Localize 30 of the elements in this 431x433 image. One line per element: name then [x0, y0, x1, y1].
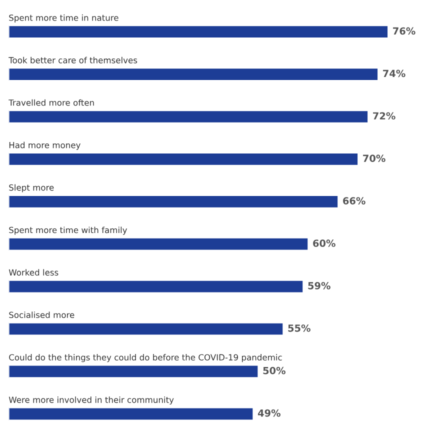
bar: [8, 110, 369, 124]
data-label: 49%: [258, 409, 280, 417]
data-label: 72%: [373, 112, 396, 120]
bar: [8, 24, 389, 39]
y-tick-label: Spent more time in nature: [9, 14, 118, 22]
y-tick-label: Worked less: [8, 269, 58, 276]
data-label: 74%: [383, 70, 406, 78]
bar: [8, 194, 339, 209]
bar: [8, 364, 260, 379]
y-tick-label: Could do the things they could do before the COVID-19 pandemic: [9, 354, 282, 362]
y-tick-label: Were more involved in their community: [8, 396, 174, 405]
y-tick-label: Socialised more: [9, 312, 74, 318]
data-label: 66%: [343, 197, 366, 204]
bar: [8, 279, 304, 294]
y-tick-label: Took better care of themselves: [8, 56, 138, 64]
data-label: 50%: [263, 366, 286, 374]
bar: [8, 152, 359, 166]
data-label: 76%: [393, 27, 416, 35]
bar: [8, 237, 309, 252]
y-tick-label: Travelled more often: [8, 99, 94, 106]
data-label: 60%: [313, 240, 336, 247]
bar: [8, 67, 379, 82]
y-tick-label: Slept more: [9, 184, 54, 192]
data-label: 55%: [288, 324, 310, 332]
data-label: 70%: [363, 154, 386, 162]
y-tick-label: Spent more time with family: [9, 226, 128, 235]
y-tick-label: Had more money: [9, 142, 80, 150]
bar: [8, 322, 284, 336]
data-label: 59%: [308, 282, 330, 290]
bar: [8, 406, 254, 421]
